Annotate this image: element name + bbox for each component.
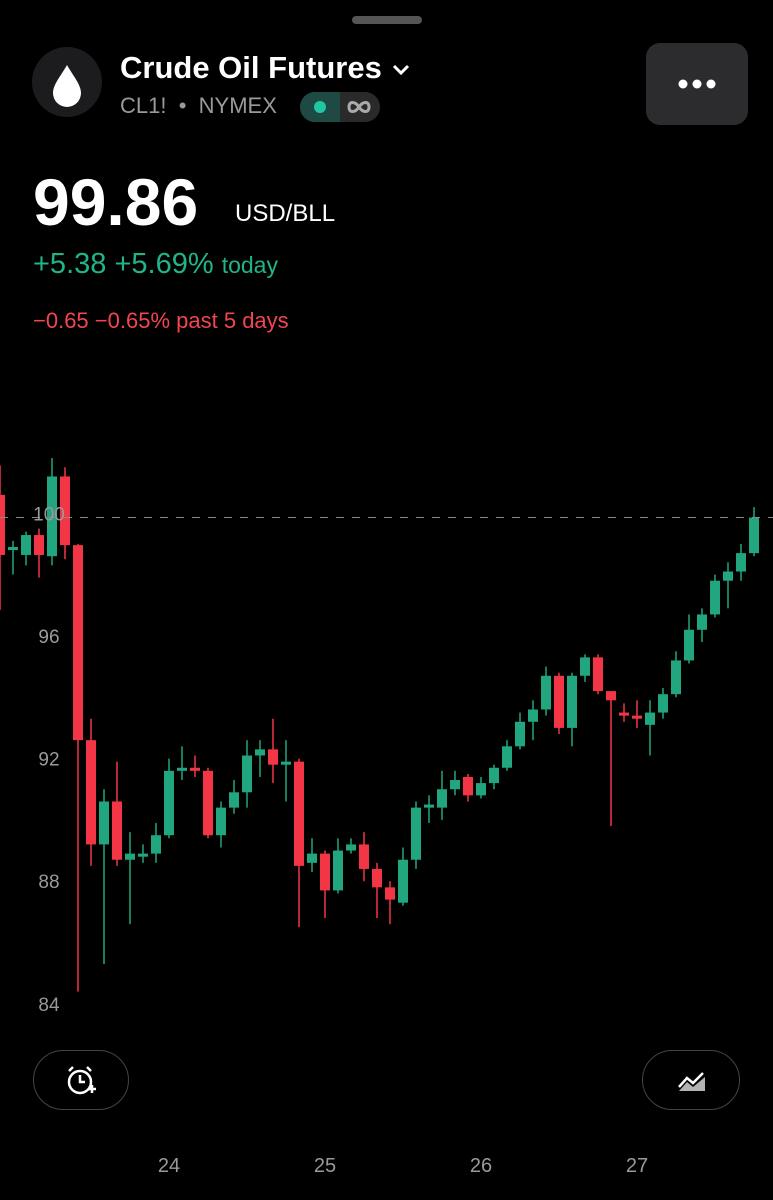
y-tick-label: 84 [38, 995, 60, 1016]
candle-body [255, 749, 265, 756]
candle-body [372, 868, 382, 888]
candle-body [684, 629, 694, 661]
candle-body [86, 740, 96, 845]
candle-body [8, 546, 18, 551]
change-pct: −0.65% [94, 308, 171, 333]
candle-body [671, 660, 681, 695]
candle-body [398, 859, 408, 903]
more-button[interactable] [646, 43, 748, 125]
candle-body [437, 789, 447, 808]
candle-body [99, 801, 109, 845]
candle-body [216, 807, 226, 836]
candle-body [177, 767, 187, 771]
candle-body [281, 761, 291, 765]
period: today [221, 252, 278, 278]
candle-body [697, 614, 707, 630]
candle-body [294, 761, 304, 866]
candle-body [476, 783, 486, 796]
candle-body [411, 807, 421, 860]
candle-body [567, 675, 577, 728]
candle-body [0, 494, 5, 555]
candle-body [60, 476, 70, 546]
candle-body [229, 792, 239, 808]
candle-body [645, 712, 655, 725]
alert-button[interactable] [33, 1050, 129, 1110]
candle-body [164, 770, 174, 836]
period: past 5 days [176, 308, 289, 333]
candle-body [424, 804, 434, 808]
title-text: Crude Oil Futures [120, 50, 382, 85]
candle-body [34, 535, 44, 555]
candle-body [333, 850, 343, 891]
candle-body [151, 835, 161, 854]
candle-body [632, 715, 642, 719]
price: 99.86 [33, 165, 199, 239]
candle-body [463, 776, 473, 796]
candle-body [385, 887, 395, 900]
y-tick-label: 100 [33, 504, 65, 525]
chart-type-button[interactable] [642, 1050, 740, 1110]
exchange: NYMEX [198, 93, 277, 118]
candle-body [489, 767, 499, 784]
change-5d: −0.65 −0.65% past 5 days [33, 308, 289, 334]
status-badge [300, 92, 380, 122]
candle-body [242, 755, 252, 793]
candle-body [606, 691, 616, 701]
chart-type-icon [678, 1072, 705, 1091]
change: +5.38 [33, 248, 107, 280]
dots-icon [678, 79, 716, 89]
y-tick-label: 92 [38, 750, 59, 771]
candle-body [138, 853, 148, 857]
infinity-icon [347, 101, 371, 113]
change-today: +5.38 +5.69% today [33, 248, 278, 281]
candle-body [359, 844, 369, 869]
candle-body [749, 517, 759, 554]
drop-icon [53, 65, 81, 107]
candle-body [593, 657, 603, 692]
candle-body [125, 853, 135, 860]
symbol: CL1! [120, 93, 167, 118]
candle-body [619, 712, 629, 716]
candle-body [73, 545, 83, 741]
unit: USD/BLL [235, 200, 336, 227]
candle-body [450, 780, 460, 790]
candle-body [554, 675, 564, 728]
candle-body [515, 721, 525, 747]
y-tick-label: 96 [38, 627, 59, 648]
logo [32, 47, 102, 117]
candle-body [528, 709, 538, 722]
candle-body [47, 476, 57, 557]
candle-body [112, 801, 122, 860]
candle-body [268, 749, 278, 765]
drag-handle[interactable] [352, 16, 422, 24]
x-tick-label: 24 [158, 1155, 180, 1177]
candle-body [723, 571, 733, 581]
candle-body [736, 553, 746, 572]
x-tick-label: 26 [470, 1155, 492, 1177]
candle-body [580, 657, 590, 676]
y-tick-label: 88 [38, 872, 59, 893]
change-pct: +5.69% [114, 248, 214, 280]
candle-body [502, 746, 512, 768]
candle-body [21, 535, 31, 555]
subtitle: CL1! • NYMEX [120, 93, 277, 118]
x-tick-label: 25 [314, 1155, 336, 1177]
candle-body [658, 694, 668, 713]
candle-body [320, 853, 330, 891]
candle-body [307, 853, 317, 863]
alarm-icon [67, 1066, 96, 1095]
candle-body [710, 580, 720, 615]
candle-body [541, 675, 551, 710]
live-dot [314, 101, 326, 113]
change: −0.65 [33, 308, 89, 333]
candle-body [203, 770, 213, 836]
x-tick-label: 27 [626, 1155, 648, 1177]
candle-body [346, 844, 356, 851]
candle-body [190, 767, 200, 771]
dropdown-icon [393, 64, 410, 75]
instrument-title[interactable]: Crude Oil Futures [120, 50, 412, 86]
